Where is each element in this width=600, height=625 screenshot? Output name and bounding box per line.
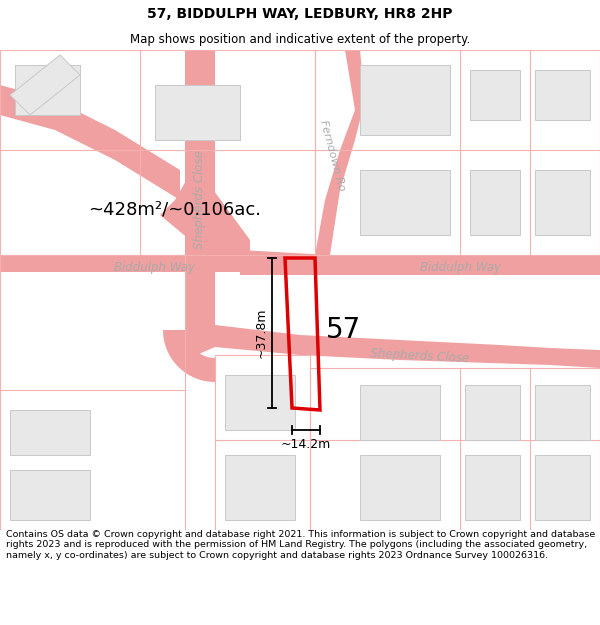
Polygon shape [0, 255, 250, 272]
Polygon shape [15, 65, 80, 115]
Polygon shape [470, 170, 520, 235]
Polygon shape [155, 85, 240, 140]
Polygon shape [185, 50, 215, 330]
Polygon shape [465, 385, 520, 440]
Polygon shape [0, 85, 180, 200]
Polygon shape [535, 455, 590, 520]
Polygon shape [225, 375, 295, 430]
Text: Biddulph Way: Biddulph Way [419, 261, 500, 274]
Polygon shape [310, 255, 600, 275]
Polygon shape [535, 170, 590, 235]
Text: ~14.2m: ~14.2m [281, 438, 331, 451]
Text: 57: 57 [326, 316, 361, 344]
Polygon shape [10, 470, 90, 520]
Polygon shape [535, 70, 590, 120]
Polygon shape [315, 50, 365, 255]
Polygon shape [0, 50, 600, 530]
Text: 57, BIDDULPH WAY, LEDBURY, HR8 2HP: 57, BIDDULPH WAY, LEDBURY, HR8 2HP [147, 7, 453, 21]
Polygon shape [360, 170, 450, 235]
Text: Shepherds Close: Shepherds Close [193, 151, 206, 249]
Polygon shape [360, 65, 450, 135]
Text: ~37.8m: ~37.8m [255, 308, 268, 358]
Text: Map shows position and indicative extent of the property.: Map shows position and indicative extent… [130, 32, 470, 46]
Polygon shape [185, 325, 600, 368]
Polygon shape [160, 165, 250, 265]
Polygon shape [470, 70, 520, 120]
Polygon shape [10, 410, 90, 455]
Text: Shepherds Close: Shepherds Close [370, 347, 470, 365]
Polygon shape [465, 455, 520, 520]
Text: Ferndown Ro: Ferndown Ro [318, 119, 346, 191]
Polygon shape [163, 330, 215, 382]
Polygon shape [360, 385, 440, 440]
Polygon shape [360, 455, 440, 520]
Text: Biddulph Way: Biddulph Way [115, 261, 196, 274]
Polygon shape [10, 55, 80, 115]
Polygon shape [240, 250, 330, 275]
Polygon shape [535, 385, 590, 440]
Text: Contains OS data © Crown copyright and database right 2021. This information is : Contains OS data © Crown copyright and d… [6, 530, 595, 560]
Polygon shape [225, 455, 295, 520]
Text: ~428m²/~0.106ac.: ~428m²/~0.106ac. [89, 201, 262, 219]
